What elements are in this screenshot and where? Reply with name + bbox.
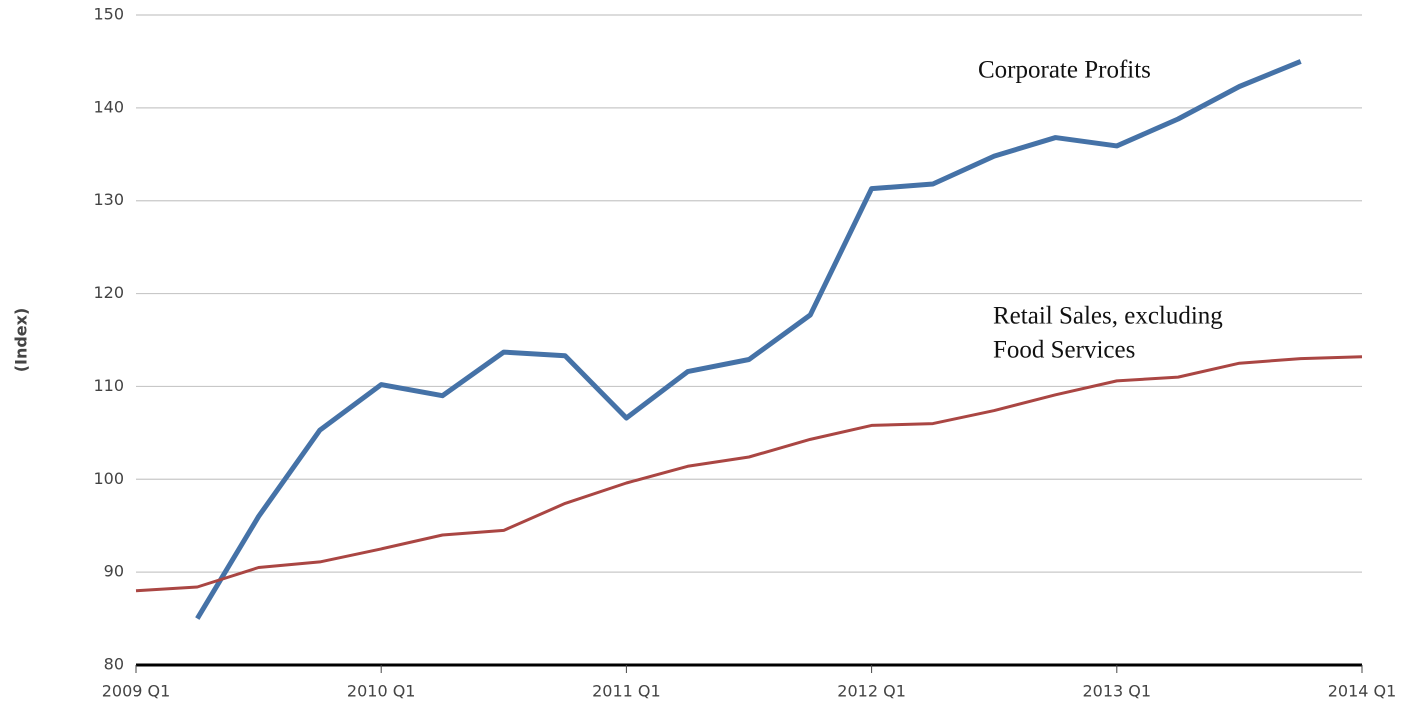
x-tick-label: 2011 Q1: [592, 682, 661, 701]
series-line: [195, 59, 1302, 620]
y-tick-label: 90: [104, 562, 124, 581]
y-tick-label: 80: [104, 655, 124, 674]
x-tick-label: 2012 Q1: [837, 682, 906, 701]
annotation: Retail Sales, excluding: [993, 303, 1223, 330]
annotation: Corporate Profits: [978, 57, 1151, 84]
y-tick-label: 110: [93, 376, 124, 395]
x-tick-label: 2010 Q1: [347, 682, 416, 701]
y-axis-label: (Index): [12, 308, 31, 373]
y-tick-label: 130: [93, 190, 124, 209]
y-tick-label: 120: [93, 283, 124, 302]
y-tick-label: 150: [93, 5, 124, 24]
y-tick-label: 100: [93, 469, 124, 488]
x-tick-label: 2009 Q1: [102, 682, 171, 701]
x-tick-label: 2013 Q1: [1083, 682, 1152, 701]
y-tick-label: 140: [93, 97, 124, 116]
series-line: [135, 355, 1363, 593]
x-tick-label: 2014 Q1: [1328, 682, 1397, 701]
annotation: Food Services: [993, 337, 1135, 364]
